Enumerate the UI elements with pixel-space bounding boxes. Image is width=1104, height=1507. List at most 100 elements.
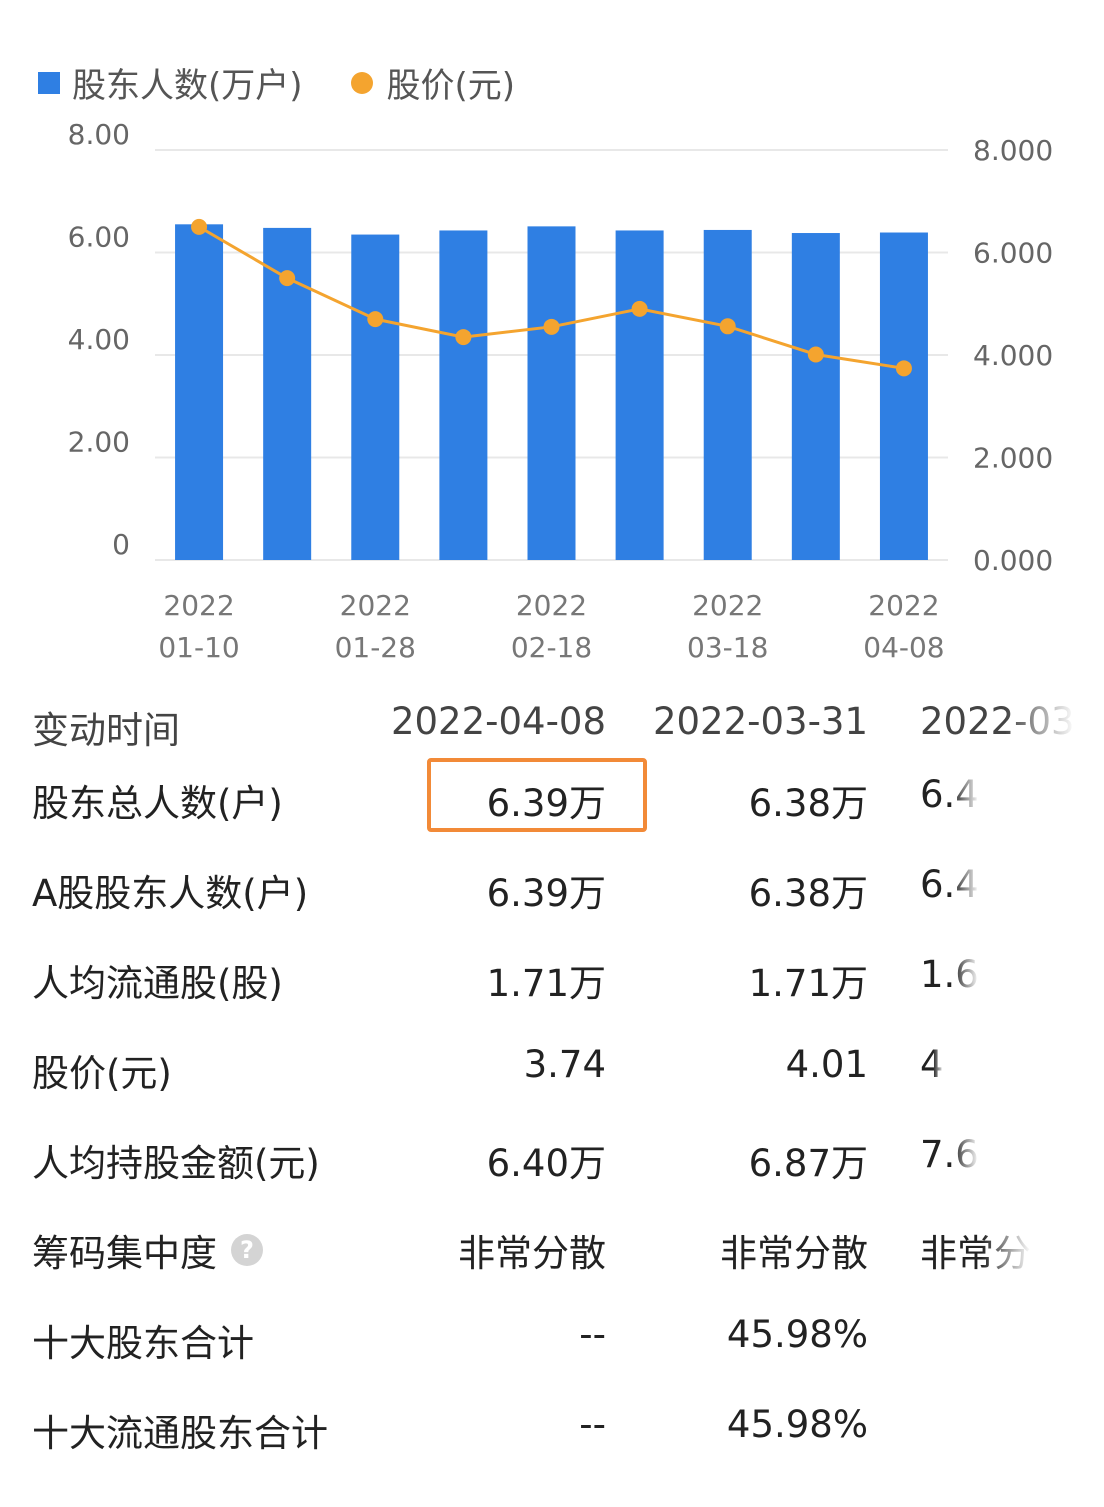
price-point: [191, 218, 208, 235]
row-value-c1: 3.74: [523, 1043, 606, 1086]
row-value-c3: [920, 1403, 1104, 1446]
combo-chart: 0 0.000 2.00 2.000 4.00 4.000 6.00 6.000 8.00 8.0…: [68, 118, 1054, 664]
row-label: A股股东人数(户): [32, 863, 308, 917]
y-left-tick-label: 6.00: [68, 221, 130, 254]
row-label: 人均持股金额(元): [32, 1133, 320, 1187]
row-value-c2: 6.38万: [748, 872, 868, 915]
price-point: [807, 346, 824, 363]
row-value-c1: 1.71万: [486, 962, 606, 1005]
table-header-row: 变动时间 2022-04-08 2022-03-31 2022-03: [0, 690, 1104, 780]
row-value-c3: [920, 1313, 1104, 1356]
y-left-tick-label: 8.00: [68, 118, 130, 151]
row-value-c3-text: 6.4: [920, 773, 979, 816]
row-value-c1: --: [579, 1403, 606, 1446]
table-row[interactable]: 股东总人数(户) 6.39万 6.38万 6.4: [0, 765, 1104, 855]
row-label-text: 十大股东合计: [32, 1322, 254, 1365]
bar: [439, 230, 488, 560]
legend-label-price: 股价(元): [386, 66, 516, 106]
row-value-c1: 非常分散: [458, 1232, 606, 1275]
header-date-2[interactable]: 2022-03-31: [652, 700, 868, 743]
row-label: 筹码集中度?: [32, 1223, 263, 1277]
row-value-c2: 6.38万: [748, 782, 868, 825]
row-value-c2: 6.87万: [748, 1142, 868, 1185]
dot-swatch-icon: [350, 71, 373, 94]
row-value-c3: 7.6: [920, 1133, 1104, 1176]
table-row[interactable]: 股价(元) 3.74 4.01 4: [0, 1035, 1104, 1125]
row-label: 十大股东合计: [32, 1313, 254, 1367]
header-date-3-text: 2022-03: [920, 700, 1075, 743]
row-value-c3-text: 4: [920, 1043, 944, 1086]
header-date-3[interactable]: 2022-03: [920, 700, 1104, 743]
highlight-box: [427, 758, 647, 832]
y-right-tick-label: 4.000: [973, 339, 1053, 372]
row-label-text: 股东总人数(户): [32, 782, 283, 825]
y-left-tick-label: 4.00: [68, 323, 130, 356]
bar: [527, 226, 576, 561]
bar: [175, 224, 224, 560]
y-right-tick-label: 0.000: [973, 544, 1053, 577]
price-point: [367, 311, 384, 328]
bar: [615, 230, 664, 560]
row-label-text: 筹码集中度: [32, 1232, 217, 1275]
x-tick-year: 2022: [163, 589, 234, 622]
price-point: [631, 300, 648, 317]
legend-item-holders[interactable]: 股东人数(万户): [38, 58, 303, 107]
table-row[interactable]: 筹码集中度? 非常分散 非常分散 非常分: [0, 1215, 1104, 1305]
price-point: [895, 360, 912, 377]
row-value-c3-text: 6.4: [920, 863, 979, 906]
x-tick-date: 04-08: [863, 631, 944, 664]
x-tick-year: 2022: [340, 589, 411, 622]
table-row[interactable]: 人均流通股(股) 1.71万 1.71万 1.6: [0, 945, 1104, 1035]
row-label: 股价(元): [32, 1043, 172, 1097]
row-value-c2: 4.01: [785, 1043, 868, 1086]
row-value-c3: 4: [920, 1043, 1104, 1086]
row-value-c1: --: [579, 1313, 606, 1356]
row-value-c3-text: 非常分: [920, 1232, 1031, 1275]
row-value-c2: 45.98%: [726, 1403, 868, 1446]
row-label-text: 人均流通股(股): [32, 962, 283, 1005]
x-tick-date: 02-18: [511, 631, 592, 664]
table-row[interactable]: A股股东人数(户) 6.39万 6.38万 6.4: [0, 855, 1104, 945]
bar: [703, 229, 752, 560]
legend-item-price[interactable]: 股价(元): [350, 58, 516, 107]
y-right-tick-label: 6.000: [973, 237, 1053, 270]
row-value-c2: 45.98%: [726, 1313, 868, 1356]
help-question-icon[interactable]: ?: [231, 1234, 263, 1266]
price-point: [543, 318, 560, 335]
row-value-c3-text: 7.6: [920, 1133, 979, 1176]
table-row[interactable]: 十大股东合计 -- 45.98%: [0, 1305, 1104, 1395]
row-label-text: 人均持股金额(元): [32, 1142, 320, 1185]
header-label: 变动时间: [32, 709, 180, 752]
y-right-tick-label: 8.000: [973, 134, 1053, 167]
bar: [791, 233, 840, 560]
x-tick-year: 2022: [692, 589, 763, 622]
row-label: 人均流通股(股): [32, 953, 283, 1007]
bar-swatch-icon: [38, 71, 60, 94]
chart-legend: 股东人数(万户) 股价(元): [38, 58, 563, 107]
row-label: 十大流通股东合计: [32, 1403, 328, 1457]
x-tick-year: 2022: [516, 589, 587, 622]
row-value-c3: 6.4: [920, 863, 1104, 906]
x-tick-date: 01-10: [158, 631, 239, 664]
price-point: [719, 318, 736, 335]
header-date-1[interactable]: 2022-04-08: [390, 700, 606, 743]
x-tick-date: 03-18: [687, 631, 768, 664]
row-label-text: 股价(元): [32, 1052, 172, 1095]
row-value-c1: 6.39万: [486, 872, 606, 915]
bar: [351, 234, 400, 560]
row-value-c3: 1.6: [920, 953, 1104, 996]
row-label: 股东总人数(户): [32, 773, 283, 827]
y-right-tick-label: 2.000: [973, 442, 1053, 475]
y-left-tick-label: 2.00: [68, 426, 130, 459]
y-left-tick-label: 0: [112, 528, 130, 561]
table-row[interactable]: 十大流通股东合计 -- 45.98%: [0, 1395, 1104, 1485]
legend-label-holders: 股东人数(万户): [72, 66, 303, 106]
row-value-c1: 6.39万: [486, 782, 606, 825]
row-value-c3-text: 1.6: [920, 953, 979, 996]
row-value-c2: 非常分散: [720, 1232, 868, 1275]
price-point: [455, 329, 472, 346]
price-point: [279, 270, 296, 287]
table-row[interactable]: 人均持股金额(元) 6.40万 6.87万 7.6: [0, 1125, 1104, 1215]
row-value-c3: 非常分: [920, 1223, 1104, 1277]
bar: [879, 232, 928, 560]
